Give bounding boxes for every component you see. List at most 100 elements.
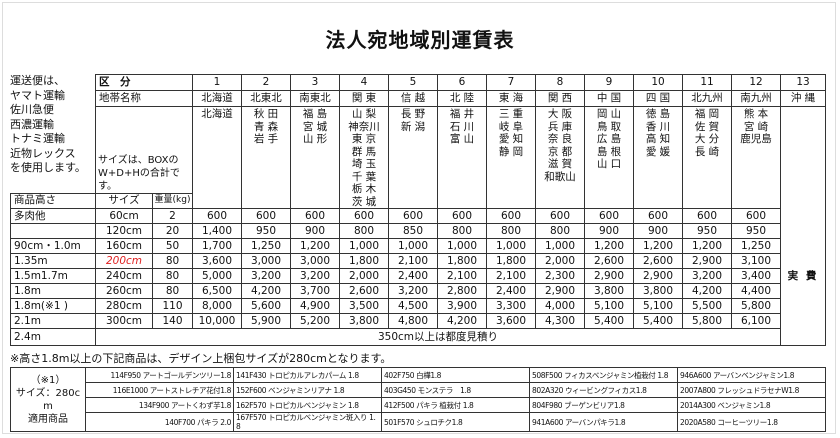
zone-name: 北海道 [192, 90, 242, 107]
price: 1,800 [486, 253, 536, 269]
price: 1,200 [633, 238, 683, 254]
product-height: 多肉他 [10, 208, 96, 224]
prefecture: 兵 庫 [547, 120, 573, 133]
rate-row: 1.35m 200cm 80 3,600 3,000 3,000 1,800 2,100 1,8… [10, 253, 826, 269]
size: 300cm [95, 313, 153, 329]
height-label: 商品高さ [10, 192, 96, 210]
price: 2,300 [535, 268, 585, 284]
prefecture: 佐 賀 [694, 120, 720, 133]
rate-row: 2.1m 300cm 140 10,000 5,900 5,200 3,800 4,800 4,… [10, 313, 826, 329]
product-item: 2007A800 フレッシュドラセナW1.8 [677, 382, 826, 398]
price: 2,000 [339, 268, 389, 284]
price: 5,200 [290, 313, 340, 329]
prefecture: 愛 知 [498, 133, 524, 145]
price: 5,400 [633, 313, 683, 329]
price: 4,500 [388, 298, 438, 314]
prefecture: 秋 田 [253, 108, 279, 120]
price: 1,250 [241, 238, 291, 254]
price: 600 [731, 208, 781, 224]
price: 5,800 [731, 298, 781, 314]
price: 3,800 [584, 283, 634, 299]
size-note: サイズは、BOXの W+D+Hの合計です。 [95, 106, 193, 194]
zone-number: 8 [535, 74, 585, 91]
product-item: 802A320 ウィービングフィカス1.8 [529, 382, 678, 398]
prefecture: 福 井 [449, 108, 475, 120]
price: 5,500 [682, 298, 732, 314]
price: 1,800 [437, 253, 487, 269]
zone-number: 6 [437, 74, 487, 91]
product-item: 116E1000 アートストレチア花付1.8 [85, 382, 234, 398]
blank [11, 75, 96, 91]
zone-name: 北九州 [682, 90, 732, 107]
prefecture: 香 川 [645, 120, 671, 133]
size-label: サイズ [95, 192, 153, 210]
price: 5,100 [584, 298, 634, 314]
product-item: 141F430 トロピカルアレカパーム 1.8 [233, 367, 382, 383]
zone-places [780, 106, 826, 209]
zone-places: 福 井石 川富 山 [437, 106, 487, 209]
price: 3,800 [633, 283, 683, 299]
zone-name: 四 国 [633, 90, 683, 107]
zone-name: 信 越 [388, 90, 438, 107]
product-height: 1.35m [10, 253, 96, 269]
price: 600 [192, 208, 242, 224]
price: 2,100 [486, 268, 536, 284]
price: 3,200 [682, 268, 732, 284]
note-line: 佐川急便 [10, 103, 54, 116]
price: 2,600 [339, 283, 389, 299]
product-item: 152F600 ベンジャミンリアナ 1.8 [233, 382, 382, 398]
prefecture: 栃 木 [351, 183, 377, 195]
weight-label: 重量(kg) [152, 192, 193, 210]
price: 1,000 [339, 238, 389, 254]
carrier-notes: 運送便は、 ヤマト運輸 佐川急便 西濃運輸 トナミ運輸 近物レックス を使用します。 [10, 74, 86, 176]
zone-number: 11 [682, 74, 732, 91]
price: 1,200 [290, 238, 340, 254]
price: 3,600 [192, 253, 242, 269]
prefecture: 熊 本 [743, 108, 769, 120]
product-height: 2.1m [10, 313, 96, 329]
price: 2,600 [584, 253, 634, 269]
prefecture: 三 重 [498, 108, 524, 120]
weight: 110 [152, 298, 193, 314]
rate-row: 120cm 20 1,400 950 900 800 850 800 800 800 900 900 9… [10, 223, 826, 239]
weight: 20 [152, 223, 193, 239]
price: 4,000 [535, 298, 585, 314]
price: 4,200 [241, 283, 291, 299]
zone-number: 12 [731, 74, 781, 91]
product-item: 412F500 パキラ 植栽付 1.8 [381, 397, 530, 413]
product-item: 804F980 ブーゲンビリア1.8 [529, 397, 678, 413]
zone-name: 北東北 [241, 90, 291, 107]
product-item: 140F700 パキラ 2.0 [85, 412, 234, 432]
price: 1,800 [339, 253, 389, 269]
price: 2,900 [633, 268, 683, 284]
prefecture: 山 形 [302, 133, 328, 145]
note-line: 西濃運輸 [10, 117, 54, 131]
prefecture: 石 川 [449, 120, 475, 133]
zone-name: 関 東 [339, 90, 389, 107]
prefecture: 千 葉 [351, 170, 377, 183]
prefecture: 福 島 [302, 108, 328, 120]
price: 4,200 [437, 313, 487, 329]
note-line: ヤマト運輸 [10, 88, 65, 102]
prefecture: 岩 手 [253, 133, 279, 145]
product-item: 114F950 アートゴールデンツリー1.8 [85, 367, 234, 383]
price: 2,400 [486, 283, 536, 299]
product-item: 134F900 アートくわず芋1.8 [85, 397, 234, 413]
prefecture: 茨 城 [351, 195, 377, 208]
price: 950 [682, 223, 732, 239]
zone-number: 7 [486, 74, 536, 91]
price: 900 [633, 223, 683, 239]
prefecture: 東 京 [351, 133, 377, 145]
prefecture: 岡 山 [596, 108, 622, 120]
applicable-label-line: 適用商品 [28, 413, 68, 425]
product-row: 116E1000 アートストレチア花付1.8 152F600 ベンジャミンリアナ … [11, 382, 826, 398]
price: 600 [388, 208, 438, 224]
product-item: 508F500 フィカスベンジャミン植栽付 1.8 [529, 367, 678, 383]
zone-places: 福 岡佐 賀大 分長 崎 [682, 106, 732, 209]
rate-row: 1.8m 260cm 80 6,500 4,200 3,700 2,600 3,200 2,80… [10, 283, 826, 299]
prefecture: 静 岡 [498, 145, 524, 158]
price: 600 [633, 208, 683, 224]
price: 1,400 [192, 223, 242, 239]
prefecture: 埼 玉 [351, 158, 377, 170]
price: 1,000 [535, 238, 585, 254]
